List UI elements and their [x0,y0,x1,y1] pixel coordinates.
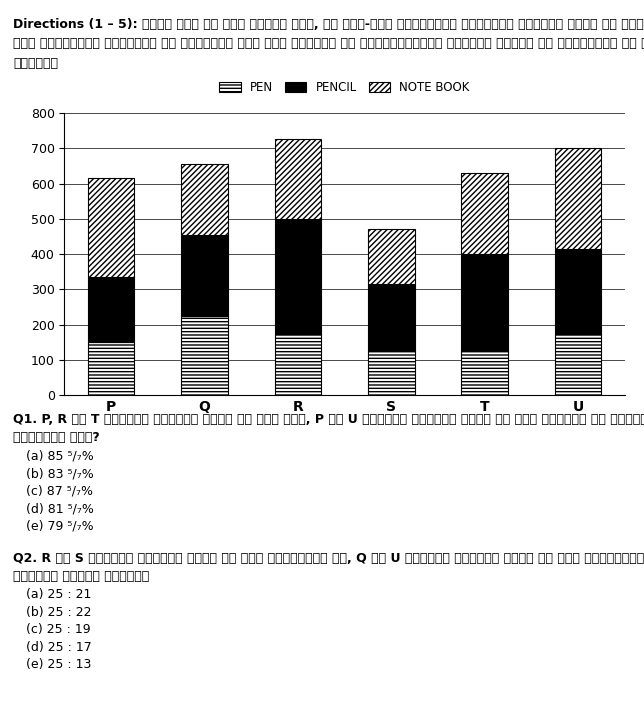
Text: दीजिए।: दीजिए। [13,57,58,70]
Bar [554,333,601,395]
Bar [274,333,321,395]
Text: Q1. P, R और T द्वारा मिलाकर बेचे गए कुल पेन, P और U द्वारा मिलाकर बेची गई कुल नो: Q1. P, R और T द्वारा मिलाकर बेचे गए कुल … [13,413,644,426]
Text: प्रतिशत हैं?: प्रतिशत हैं? [13,431,100,444]
Text: (c) 25 : 19: (c) 25 : 19 [26,623,90,636]
Bar [554,148,601,249]
Text: अनुपात ज्ञात कीजिए।: अनुपात ज्ञात कीजिए। [13,570,149,583]
Bar [181,234,228,316]
Text: (b) 25 : 22: (b) 25 : 22 [26,606,91,618]
Text: (e) 25 : 13: (e) 25 : 13 [26,658,91,671]
Text: तीन स्टेशनरी वस्तुओं को दर्शाया गया है। आंकड़े का ध्यानपूर्वक अध्ययन कीजिए और प्: तीन स्टेशनरी वस्तुओं को दर्शाया गया है। … [13,37,644,50]
Bar [88,178,135,277]
Text: Q2. R और S द्वारा मिलाकर बेची गई कुल पेंसिलों का, Q और U द्वारा मिलाकर बेची गई क: Q2. R और S द्वारा मिलाकर बेची गई कुल पें… [13,551,644,565]
Text: (b) 83 ⁵/₇%: (b) 83 ⁵/₇% [26,467,93,480]
Bar [274,219,321,333]
Text: (c) 87 ⁵/₇%: (c) 87 ⁵/₇% [26,484,93,498]
Bar [88,277,135,342]
Bar [368,351,415,395]
Bar [181,164,228,234]
Bar [368,284,415,351]
Text: (e) 79 ⁵/₇%: (e) 79 ⁵/₇% [26,520,93,532]
Bar [461,173,508,254]
Text: (d) 81 ⁵/₇%: (d) 81 ⁵/₇% [26,502,93,515]
Bar [274,139,321,219]
Bar [181,316,228,395]
Text: (d) 25 : 17: (d) 25 : 17 [26,640,91,654]
Legend: PEN, PENCIL, NOTE BOOK: PEN, PENCIL, NOTE BOOK [214,76,475,99]
Text: Directions (1 – 5): नीचे दिए गए बार ग्राफ में, छह अलग-अलग स्टेशनरी दुकानों द्वार: Directions (1 – 5): नीचे दिए गए बार ग्रा… [13,18,643,30]
Bar [461,254,508,351]
Text: (a) 85 ⁵/₇%: (a) 85 ⁵/₇% [26,450,93,462]
Bar [368,229,415,284]
Bar [554,249,601,333]
Bar [88,342,135,395]
Text: (a) 25 : 21: (a) 25 : 21 [26,588,91,602]
Bar [461,351,508,395]
